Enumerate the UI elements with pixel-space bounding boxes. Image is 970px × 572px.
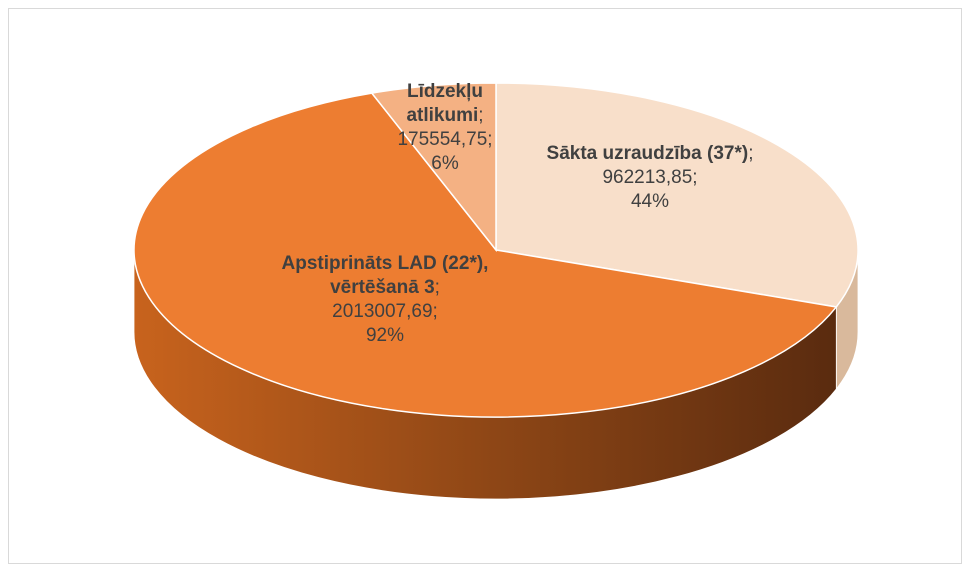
data-label: Līdzekļu atlikumi; 175554,75; 6% [385,80,505,176]
percent-label: 44% [630,191,670,212]
label-text: Līdzekļu atlikumi; 175554,75; 6% [385,80,505,176]
pie-slice [370,82,497,253]
value-label: 2013007,69; [332,301,438,322]
category-label: Sākta uzraudzība (37*) [546,143,749,164]
value-label: 962213,85; [602,167,698,188]
label-text: Sākta uzraudzība (37*); 962213,85; 44% [520,142,780,214]
data-label: Apstiprināts LAD (22*), vērtēšanā 3; 2013… [265,252,505,348]
pie-slice [133,92,838,418]
label-separator: ; [434,277,440,298]
label-separator: ; [478,105,484,126]
value-label: 175554,75; [397,129,493,150]
label-separator: ; [748,143,754,164]
percent-label: 6% [431,153,459,174]
category-label: Līdzekļu atlikumi [406,81,483,126]
data-label: Sākta uzraudzība (37*); 962213,85; 44% [520,142,780,214]
category-label: Apstiprināts LAD (22*), vērtēšanā 3 [281,253,489,298]
percent-label: 92% [365,325,405,346]
label-text: Apstiprināts LAD (22*), vērtēšanā 3; 2013… [265,252,505,348]
pie-slice [495,82,859,308]
